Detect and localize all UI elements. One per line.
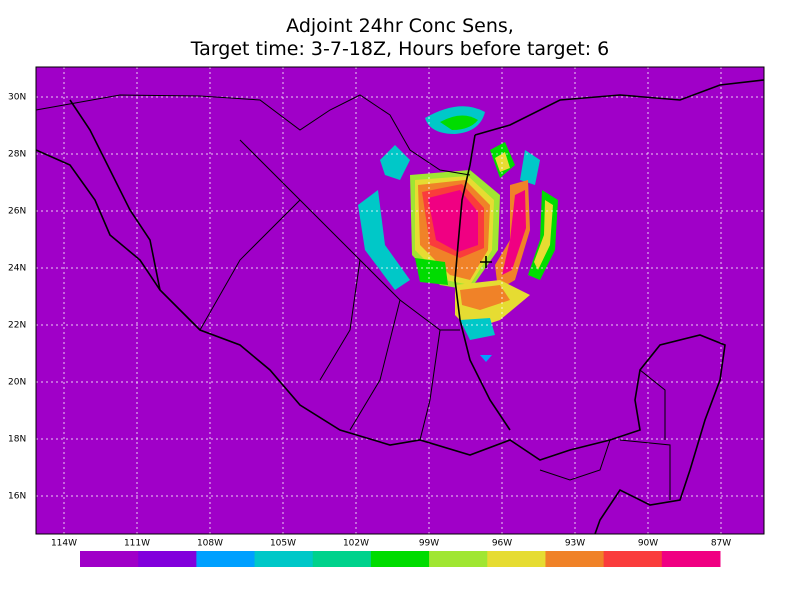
lon-label: 102W [343,539,369,549]
colorbar-swatch [80,551,139,567]
lat-label: 30N [8,93,26,103]
colorbar-swatch [603,551,663,567]
colorbar-swatch [138,551,197,567]
lon-label: 108W [197,539,223,549]
sensitivity-field [358,106,558,362]
map-frame [35,66,765,535]
lat-label: 18N [8,435,26,445]
lat-label: 16N [8,492,26,502]
colorbar-swatch [254,551,314,567]
colorbar-swatch [312,551,372,567]
lon-label: 96W [492,539,512,549]
lat-label: 20N [8,378,26,388]
lon-label: 105W [270,539,296,549]
lat-label: 26N [8,207,26,217]
lon-label: 111W [124,539,150,549]
colorbar-swatch [196,551,256,567]
title-line: Target time: 3-7-18Z, Hours before targe… [190,38,610,60]
colorbar-swatch [370,551,430,567]
lon-label: 93W [565,539,585,549]
colorbar-swatch [487,551,546,567]
lat-label: 24N [8,264,26,274]
lon-label: 90W [638,539,658,549]
lat-label: 28N [8,150,26,160]
title-line: Adjoint 24hr Conc Sens, [286,15,514,37]
colorbar-swatch [661,551,721,567]
lon-label: 114W [51,539,77,549]
lat-label: 22N [8,321,26,331]
colorbar-swatch [429,551,488,567]
colorbar-swatch [545,551,605,567]
lon-label: 99W [419,539,439,549]
lon-label: 87W [711,539,731,549]
coastlines [35,79,765,535]
